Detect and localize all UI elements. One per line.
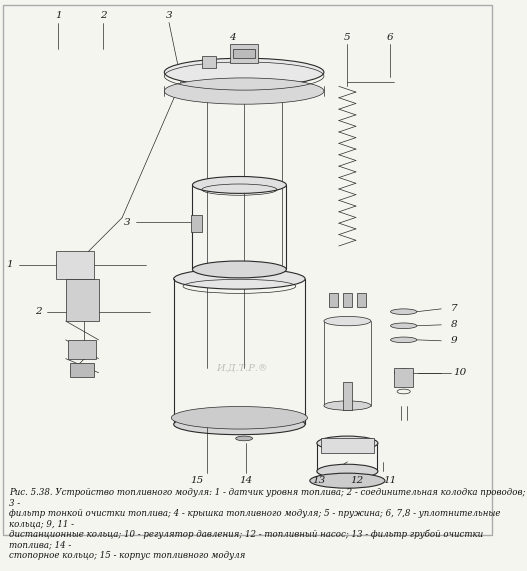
- Ellipse shape: [164, 58, 324, 86]
- Text: 10: 10: [453, 368, 467, 377]
- Text: 1: 1: [55, 11, 62, 21]
- Text: 3: 3: [165, 11, 172, 21]
- Bar: [191, 215, 202, 232]
- Bar: [56, 251, 94, 279]
- Bar: [67, 340, 96, 359]
- Text: 8: 8: [451, 320, 457, 329]
- Text: 5: 5: [344, 33, 350, 42]
- Ellipse shape: [324, 316, 371, 326]
- Text: Рис. 5.38. Устройство топливного модуля: 1 - датчик уровня топлива; 2 - соединит: Рис. 5.38. Устройство топливного модуля:…: [9, 488, 526, 560]
- Text: 15: 15: [191, 476, 204, 485]
- Bar: [71, 363, 94, 377]
- Text: 2: 2: [35, 307, 41, 316]
- Ellipse shape: [236, 436, 252, 441]
- Ellipse shape: [391, 323, 417, 328]
- Bar: [357, 293, 366, 307]
- Text: 4: 4: [230, 33, 236, 42]
- Bar: [321, 439, 374, 452]
- Text: 7: 7: [451, 304, 457, 313]
- Text: 6: 6: [386, 33, 393, 42]
- Text: 1: 1: [6, 260, 13, 270]
- Bar: [66, 279, 99, 321]
- Bar: [394, 368, 413, 387]
- Ellipse shape: [192, 261, 286, 278]
- Ellipse shape: [171, 407, 307, 429]
- Text: 2: 2: [100, 11, 106, 21]
- Text: 11: 11: [383, 476, 396, 485]
- Text: 13: 13: [313, 476, 326, 485]
- Text: 12: 12: [350, 476, 364, 485]
- Bar: [343, 293, 352, 307]
- Ellipse shape: [174, 268, 305, 289]
- Ellipse shape: [164, 78, 324, 104]
- Ellipse shape: [317, 436, 378, 450]
- Text: 14: 14: [239, 476, 252, 485]
- Text: 3: 3: [124, 218, 131, 227]
- Bar: [343, 382, 352, 411]
- Bar: [202, 57, 216, 67]
- Ellipse shape: [174, 414, 305, 435]
- Text: 9: 9: [451, 336, 457, 345]
- Ellipse shape: [324, 401, 371, 411]
- Bar: [233, 49, 256, 58]
- Bar: [230, 44, 258, 63]
- Ellipse shape: [394, 369, 413, 376]
- Ellipse shape: [192, 176, 286, 194]
- Text: И.Д.Т.Р.®: И.Д.Т.Р.®: [217, 364, 268, 372]
- Ellipse shape: [391, 337, 417, 343]
- Bar: [329, 293, 338, 307]
- Ellipse shape: [391, 309, 417, 315]
- Ellipse shape: [317, 464, 378, 478]
- Ellipse shape: [310, 473, 385, 488]
